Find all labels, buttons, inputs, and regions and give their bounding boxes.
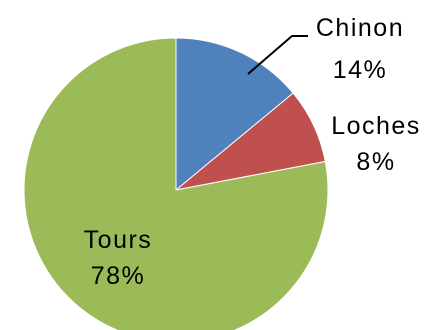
slice-label-tours: Tours: [84, 226, 153, 254]
pie-slice-chinon: [175, 37, 294, 192]
leader-lines: [247, 35, 308, 75]
slice-label-chinon: Chinon: [316, 14, 404, 42]
slice-label-loches: Loches: [331, 112, 421, 140]
leader-line-chinon: [247, 35, 308, 75]
slice-value-label-chinon: 14%: [333, 56, 388, 84]
pie-slices: [23, 37, 329, 330]
slice-value-label-tours: 78%: [91, 262, 146, 290]
pie-labels: Chinon 14% Loches 8% Tours 78%: [84, 14, 421, 290]
slice-value-label-loches: 8%: [356, 148, 395, 176]
pie-slice-tours: [23, 37, 329, 330]
